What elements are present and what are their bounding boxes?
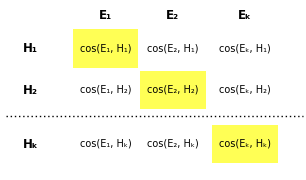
- Text: cos(Eₖ, H₂): cos(Eₖ, H₂): [219, 85, 271, 95]
- Text: E₁: E₁: [99, 9, 112, 22]
- Text: cos(E₁, H₂): cos(E₁, H₂): [80, 85, 131, 95]
- Text: H₁: H₁: [23, 42, 38, 55]
- Text: H₂: H₂: [23, 84, 38, 96]
- Text: Eₖ: Eₖ: [238, 9, 252, 22]
- Text: cos(E₁, Hₖ): cos(E₁, Hₖ): [80, 139, 132, 149]
- Text: cos(E₁, H₁): cos(E₁, H₁): [80, 44, 131, 54]
- Text: cos(Eₖ, Hₖ): cos(Eₖ, Hₖ): [219, 139, 271, 149]
- Bar: [212, 125, 278, 163]
- Text: cos(E₂, Hₖ): cos(E₂, Hₖ): [147, 139, 199, 149]
- Bar: [73, 29, 138, 68]
- Text: cos(E₂, H₂): cos(E₂, H₂): [147, 85, 199, 95]
- Text: Hₖ: Hₖ: [23, 138, 39, 150]
- Bar: [140, 71, 206, 109]
- Text: cos(E₂, H₁): cos(E₂, H₁): [147, 44, 199, 54]
- Text: cos(Eₖ, H₁): cos(Eₖ, H₁): [219, 44, 271, 54]
- Text: E₂: E₂: [166, 9, 179, 22]
